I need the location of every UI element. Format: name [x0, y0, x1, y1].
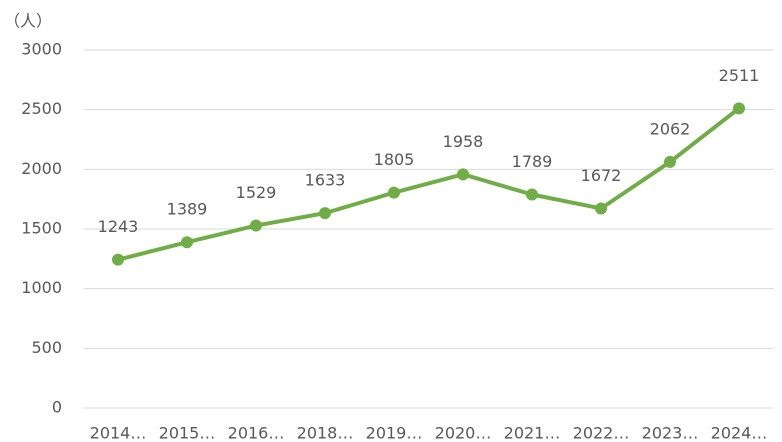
x-tick-label: 2022…: [573, 424, 630, 442]
data-label: 2511: [719, 66, 760, 85]
data-label: 1805: [374, 150, 415, 169]
point: [595, 202, 607, 215]
x-tick-label: 2018…: [297, 424, 354, 442]
x-tick-label: 2020…: [435, 424, 492, 442]
point: [733, 102, 745, 115]
point: [250, 219, 262, 232]
point: [319, 207, 331, 220]
data-label: 1529: [236, 183, 277, 202]
data-label: 2062: [650, 119, 691, 138]
x-tick-label: 2021…: [504, 424, 561, 442]
data-label: 1243: [98, 217, 139, 236]
point: [457, 168, 469, 181]
y-tick-label: 500: [31, 338, 62, 357]
point: [526, 188, 538, 201]
data-label: 1389: [167, 200, 208, 219]
x-tick-label: 2019…: [366, 424, 423, 442]
y-tick-label: 2000: [21, 159, 62, 178]
data-label: 1633: [305, 171, 346, 190]
x-tick-label: 2014…: [90, 424, 147, 442]
y-tick-label: 3000: [21, 40, 62, 59]
y-tick-label: 2500: [21, 99, 62, 118]
point: [112, 253, 124, 266]
y-tick-label: 0: [52, 398, 62, 417]
point: [388, 186, 400, 199]
x-tick-label: 2016…: [228, 424, 285, 442]
point: [181, 236, 193, 249]
data-label: 1672: [581, 166, 622, 185]
y-tick-label: 1000: [21, 278, 62, 297]
x-tick-label: 2015…: [159, 424, 216, 442]
line: [117, 106, 741, 262]
data-label: 1789: [512, 152, 553, 171]
x-tick-label: 2024…: [711, 424, 768, 442]
y-axis-label: （人）: [4, 12, 52, 31]
y-tick-label: 1500: [21, 219, 62, 238]
data-label: 1958: [443, 132, 484, 151]
point: [664, 155, 676, 168]
x-tick-label: 2023…: [642, 424, 699, 442]
